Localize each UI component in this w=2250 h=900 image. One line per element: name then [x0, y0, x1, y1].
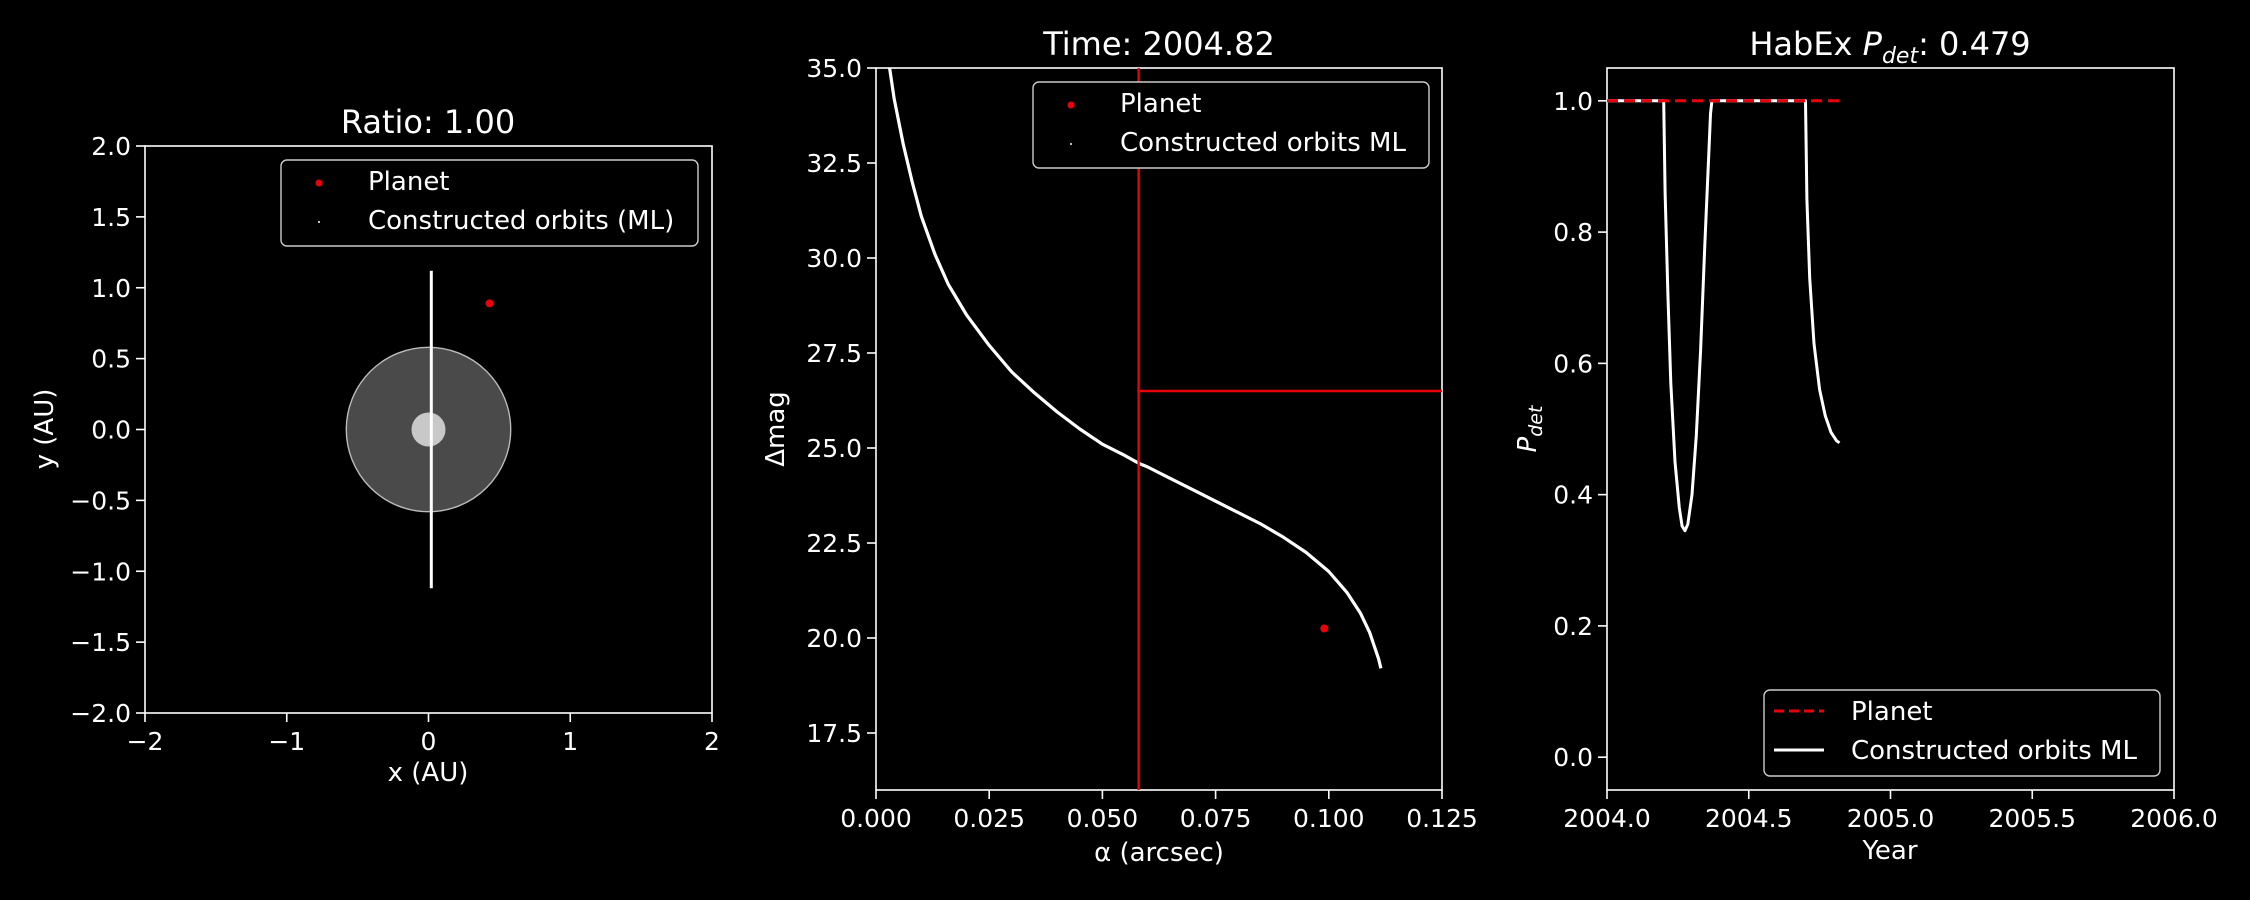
dmag-legend-box: [1032, 81, 1430, 169]
dmag-ytick-label: 32.5: [806, 149, 862, 178]
dmag-legend-orbits-label: Constructed orbits ML: [1120, 128, 1406, 158]
dmag-ytick-label: 27.5: [806, 339, 862, 368]
dmag-x-ticks: 0.000 0.025 0.050 0.075 0.100 0.125: [840, 790, 1478, 833]
pdet-legend-orbits-label: Constructed orbits ML: [1851, 736, 2137, 766]
dmag-ytick-label: 22.5: [806, 529, 862, 558]
orbit-xtick-label: 2: [704, 727, 720, 756]
dmag-xtick-label: 0.100: [1293, 804, 1365, 833]
pdet-ytick-label: 0.4: [1553, 481, 1593, 510]
orbit-ytick-label: 1.0: [91, 274, 131, 303]
pdet-legend: Planet Constructed orbits ML: [1763, 689, 2161, 777]
pdet-ytick-label: 0.0: [1553, 743, 1593, 772]
orbit-ylabel: y (AU): [30, 389, 60, 470]
orbit-xlabel: x (AU): [388, 758, 469, 788]
planet-dmag-point: [1320, 624, 1329, 633]
pdet-legend-planet-label: Planet: [1851, 697, 1933, 727]
orbit-xtick-label: −2: [127, 727, 164, 756]
dmag-xtick-label: 0.025: [953, 804, 1025, 833]
pdet-plot-frame: [1606, 67, 2175, 791]
pdet-marks: [1607, 99, 1841, 533]
pdet-title-value: : 0.479: [1918, 25, 2031, 63]
orbit-xtick-label: 0: [421, 727, 437, 756]
star-disk: [411, 412, 446, 447]
pdet-title-prefix: HabEx: [1749, 25, 1862, 63]
orbit-legend-planet-label: Planet: [368, 167, 450, 197]
orbit-x-ticks: −2 −1 0 1 2: [127, 713, 720, 756]
orbit-ytick-label: −1.0: [70, 557, 131, 586]
orbit-ytick-label: −0.5: [70, 486, 131, 515]
dmag-ytick-label: 25.0: [806, 434, 862, 463]
dmag-ylabel: Δmag: [761, 391, 791, 467]
dmag-ytick-label: 30.0: [806, 244, 862, 273]
pdet-xtick-label: 2004.5: [1705, 804, 1792, 833]
dmag-y-ticks: 17.5 20.0 22.5 25.0 27.5 30.0 32.5 35.0: [806, 54, 876, 748]
pdet-ylabel-var: P: [1513, 436, 1543, 452]
dmag-legend-orbits-marker: [1070, 143, 1072, 145]
pdet-ylabel: Pdet: [1513, 404, 1547, 452]
dmag-xtick-label: 0.050: [1067, 804, 1139, 833]
pdet-title: HabEx Pdet: 0.479: [1749, 25, 2030, 69]
pdet-xtick-label: 2005.5: [1989, 804, 2076, 833]
dmag-legend-planet-marker: [1067, 101, 1075, 109]
dmag-plot-frame: [875, 67, 1443, 791]
pdet-x-ticks: 2004.0 2004.5 2005.0 2005.5 2006.0: [1563, 790, 2218, 833]
pdet-xtick-label: 2005.0: [1847, 804, 1934, 833]
pdet-title-sub: det: [1882, 44, 1920, 69]
orbit-ytick-label: −1.5: [70, 628, 131, 657]
dmag-title: Time: 2004.82: [1042, 25, 1275, 63]
dmag-ytick-label: 20.0: [806, 624, 862, 653]
pdet-ylabel-sub: det: [1525, 404, 1547, 437]
orbit-legend-planet-marker: [315, 179, 323, 187]
pdet-xtick-label: 2004.0: [1563, 804, 1650, 833]
orbit-ytick-label: 0.5: [91, 345, 131, 374]
pdet-y-ticks: 0.0 0.2 0.4 0.6 0.8 1.0: [1553, 87, 1607, 772]
dmag-legend: Planet Constructed orbits ML: [1032, 81, 1430, 169]
dmag-xtick-label: 0.075: [1180, 804, 1252, 833]
pdet-ytick-label: 1.0: [1553, 87, 1593, 116]
pdet-xtick-label: 2006.0: [2130, 804, 2217, 833]
planet-point: [485, 299, 494, 308]
pdet-ytick-label: 0.8: [1553, 218, 1593, 247]
orbit-ytick-label: 1.5: [91, 203, 131, 232]
dmag-xtick-label: 0.000: [840, 804, 912, 833]
orbit-panel: Ratio: 1.00 x (AU) y (AU) −2 −1 0 1 2 −2.0 −1…: [30, 103, 720, 788]
orbit-xtick-label: −1: [268, 727, 305, 756]
pdet-ytick-label: 0.6: [1553, 349, 1593, 378]
orbit-legend-box: [280, 159, 699, 247]
dmag-xtick-label: 0.125: [1406, 804, 1478, 833]
dmag-ytick-label: 35.0: [806, 54, 862, 83]
orbit-y-ticks: −2.0 −1.5 −1.0 −0.5 0.0 0.5 1.0 1.5 2.0: [70, 132, 145, 728]
orbit-ytick-label: −2.0: [70, 699, 131, 728]
dmag-panel: Time: 2004.82 α (arcsec) Δmag 0.000 0.025…: [761, 25, 1478, 868]
orbit-title: Ratio: 1.00: [341, 103, 515, 141]
orbit-legend-orbits-marker: [318, 221, 320, 223]
orbit-legend: Planet Constructed orbits (ML): [280, 159, 699, 247]
dmag-legend-planet-label: Planet: [1120, 89, 1202, 119]
pdet-xlabel: Year: [1861, 836, 1917, 866]
dmag-ytick-label: 17.5: [806, 719, 862, 748]
constructed-pdet-line: [1607, 99, 1841, 533]
orbit-ytick-label: 2.0: [91, 132, 131, 161]
orbit-xtick-label: 1: [562, 727, 578, 756]
dmag-xlabel: α (arcsec): [1094, 838, 1224, 868]
pdet-ytick-label: 0.2: [1553, 612, 1593, 641]
dmag-marks: [888, 67, 1442, 790]
orbit-ytick-label: 0.0: [91, 416, 131, 445]
pdet-title-var: P: [1863, 25, 1883, 63]
pdet-legend-box: [1763, 689, 2161, 777]
orbit-legend-orbits-label: Constructed orbits (ML): [368, 206, 674, 236]
orbit-marks: [345, 270, 512, 589]
pdet-panel: HabEx Pdet: 0.479 Year Pdet 2004.0 2004.5…: [1513, 25, 2218, 866]
